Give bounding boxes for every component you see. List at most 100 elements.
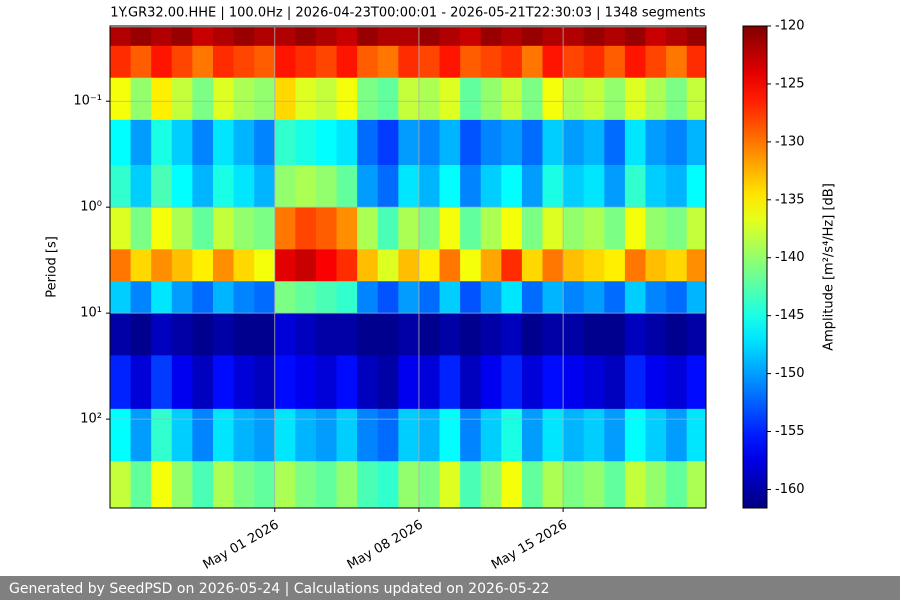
heatmap-cell [460, 27, 482, 47]
heatmap-cell [192, 249, 214, 282]
heatmap-cell [460, 207, 482, 250]
heatmap-cell [130, 313, 152, 356]
heatmap-cell [171, 313, 193, 356]
heatmap-cell [563, 281, 585, 314]
heatmap-cell [192, 461, 214, 509]
heatmap-cell [398, 408, 420, 462]
heatmap-cell [171, 408, 193, 462]
heatmap-cell [563, 249, 585, 282]
heatmap-cell [542, 77, 564, 121]
heatmap-cell [171, 27, 193, 47]
heatmap-cell [357, 45, 379, 79]
heatmap-cell [192, 355, 214, 410]
heatmap-cell [151, 27, 173, 47]
heatmap-cell [666, 249, 688, 282]
heatmap-cell [460, 281, 482, 314]
heatmap-cell [315, 45, 337, 79]
y-tick-label: 10⁰ [80, 200, 102, 215]
heatmap-cell [233, 313, 255, 356]
heatmap-cell [254, 281, 276, 314]
heatmap-cell [686, 119, 707, 166]
heatmap-cell [377, 207, 399, 250]
heatmap-cell [171, 461, 193, 509]
heatmap-cell [212, 27, 234, 47]
heatmap-cell [439, 355, 461, 410]
heatmap-cell [336, 461, 358, 509]
heatmap-cell [583, 313, 605, 356]
heatmap-cell [624, 249, 646, 282]
heatmap-cell [315, 408, 337, 462]
heatmap-cell [295, 249, 317, 282]
heatmap-cell [254, 249, 276, 282]
heatmap-cell [624, 313, 646, 356]
heatmap-cell [418, 461, 440, 509]
heatmap-cell [336, 165, 358, 208]
heatmap-cell [171, 165, 193, 208]
heatmap-cell [563, 408, 585, 462]
heatmap-cell [604, 207, 626, 250]
heatmap-cell [542, 461, 564, 509]
heatmap-cell [583, 119, 605, 166]
heatmap-cell [542, 165, 564, 208]
heatmap-cell [171, 77, 193, 121]
heatmap-cell [212, 207, 234, 250]
heatmap-cell [315, 207, 337, 250]
heatmap-cell [254, 45, 276, 79]
heatmap-cell [460, 77, 482, 121]
heatmap-cell [254, 165, 276, 208]
heatmap-cell [336, 207, 358, 250]
heatmap-cell [254, 207, 276, 250]
heatmap-cell [295, 45, 317, 79]
heatmap-cell [624, 207, 646, 250]
heatmap-cell [295, 27, 317, 47]
heatmap-cell [274, 27, 296, 47]
heatmap-cell [151, 408, 173, 462]
heatmap-cell [130, 461, 152, 509]
heatmap-cell [542, 119, 564, 166]
heatmap-cell [624, 355, 646, 410]
heatmap-cell [295, 119, 317, 166]
heatmap-cell [274, 207, 296, 250]
colorbar-label: Amplitude [m²/s⁴/Hz] [dB] [822, 183, 837, 351]
heatmap-cell [315, 27, 337, 47]
heatmap-cell [418, 249, 440, 282]
heatmap-cell [398, 77, 420, 121]
heatmap-cell [212, 408, 234, 462]
heatmap-cell [418, 313, 440, 356]
heatmap-cell [460, 249, 482, 282]
heatmap-cell [418, 408, 440, 462]
heatmap-cell [666, 27, 688, 47]
heatmap-cell [315, 313, 337, 356]
heatmap-cell [254, 461, 276, 509]
heatmap-cell [666, 119, 688, 166]
heatmap-cell [110, 408, 131, 462]
heatmap-cell [480, 249, 502, 282]
heatmap-cell [604, 313, 626, 356]
heatmap-cell [645, 355, 667, 410]
heatmap-cell [233, 249, 255, 282]
colorbar-tick-label: -160 [775, 482, 805, 497]
heatmap-cell [583, 408, 605, 462]
heatmap-cell [151, 281, 173, 314]
heatmap-cell [460, 461, 482, 509]
heatmap-cell [542, 27, 564, 47]
heatmap-cell [315, 355, 337, 410]
heatmap-cell [583, 27, 605, 47]
heatmap-cell [336, 119, 358, 166]
footer-text: Generated by SeedPSD on 2026-05-24 | Cal… [9, 581, 550, 597]
heatmap-cell [604, 45, 626, 79]
heatmap-cell [130, 281, 152, 314]
heatmap-cell [645, 249, 667, 282]
heatmap-cell [110, 207, 131, 250]
heatmap-cell [542, 313, 564, 356]
heatmap-cell [645, 461, 667, 509]
heatmap-cell [563, 77, 585, 121]
heatmap-cell [171, 119, 193, 166]
heatmap-cell [130, 207, 152, 250]
heatmap-cell [686, 281, 707, 314]
heatmap-cell [377, 313, 399, 356]
heatmap-cell [274, 77, 296, 121]
heatmap-cell [130, 408, 152, 462]
heatmap-cell [398, 119, 420, 166]
